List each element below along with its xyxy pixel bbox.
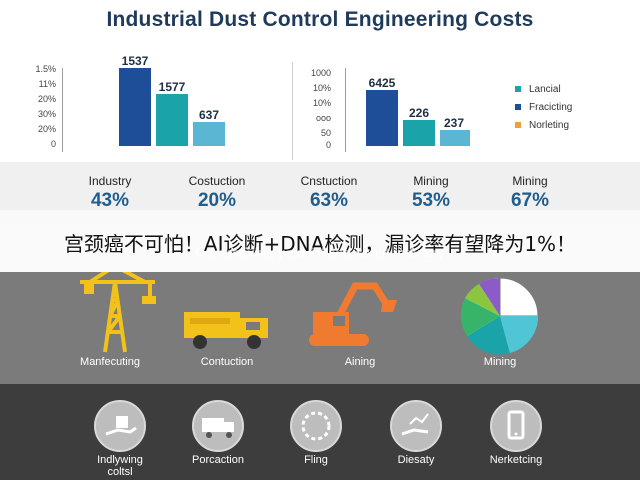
stat-construction: Costuction 20%	[162, 174, 272, 212]
bar-1	[119, 68, 151, 146]
bar-label-2: 1577	[158, 80, 186, 94]
y-tick: 1000	[310, 68, 331, 78]
y-axis	[62, 68, 63, 152]
legend-item: Norleting	[515, 119, 572, 131]
industry-label: Aining	[344, 356, 376, 368]
stat-value: 20%	[197, 190, 237, 211]
stat-industry: Industry 43%	[55, 174, 165, 212]
legend-label: Fracicting	[529, 101, 573, 113]
chart-legend: Lancial Fracicting Norleting	[515, 84, 572, 138]
category-label: Porcaction	[192, 454, 244, 466]
bar-2	[403, 120, 435, 146]
bar-label-3: 637	[198, 108, 220, 122]
bar-label-1: 6425	[368, 76, 396, 90]
stat-construction-2: Cnstuction 63%	[274, 174, 384, 212]
y-tick: 0	[325, 140, 331, 150]
stat-mining: Mining 53%	[376, 174, 486, 212]
phone-icon	[490, 400, 542, 452]
crane-icon	[80, 272, 156, 353]
y-tick: 10%	[312, 83, 331, 93]
truck-icon	[184, 312, 268, 349]
stat-label: Industry	[88, 174, 132, 188]
industry-section: Manfecuting Contuction Aining Mining	[0, 272, 640, 384]
y-tick: ooo	[315, 113, 331, 123]
excavator-icon	[309, 282, 397, 346]
gear-ring-icon	[290, 400, 342, 452]
right-bar-chart: 1000 10% 10% ooo 50 0 6425 226 237	[305, 60, 625, 160]
bar-1	[366, 90, 398, 146]
categories-section: Indlywing coltsl Porcaction Fling Diesat…	[0, 384, 640, 480]
pie-chart-icon	[460, 277, 539, 355]
legend-item: Fracicting	[515, 101, 573, 113]
category-label: Nerketcing	[489, 454, 543, 466]
chart-divider	[292, 62, 293, 160]
stat-label: Mining	[512, 174, 548, 188]
category-label: Diesaty	[397, 454, 435, 466]
truck-icon	[192, 400, 244, 452]
legend-swatch	[515, 104, 521, 110]
banner-text: 宫颈癌不可怕！AI诊断+DNA检测，漏诊率有望降为1%！	[63, 232, 577, 256]
y-tick: 20%	[37, 124, 56, 134]
left-bar-chart: 1.5% 11% 20% 30% 20% 0 1537 1577 637	[35, 54, 280, 160]
section-subtitle: Competiving your fal and coost industry	[195, 245, 445, 260]
y-axis	[345, 68, 346, 152]
y-tick: 30%	[37, 109, 56, 119]
legend-swatch	[515, 122, 521, 128]
legend-item: Lancial	[515, 83, 572, 95]
hand-chart-icon	[390, 400, 442, 452]
stat-mining-2: Mining 67%	[475, 174, 585, 212]
y-tick: 0	[50, 139, 56, 149]
bar-3	[440, 130, 470, 146]
industry-label: Manfecuting	[80, 356, 140, 368]
stat-value: 67%	[510, 190, 550, 211]
category-label: Indlywing coltsl	[97, 454, 143, 478]
page-title: Industrial Dust Control Engineering Cost…	[106, 8, 534, 31]
stat-label: Mining	[413, 174, 449, 188]
bar-2	[156, 94, 188, 146]
stat-label: Costuction	[188, 174, 246, 188]
stat-value: 63%	[309, 190, 349, 211]
y-tick: 20%	[37, 94, 56, 104]
y-tick: 1.5%	[35, 64, 56, 74]
industry-label: Contuction	[200, 356, 254, 368]
legend-swatch	[515, 86, 521, 92]
stat-label: Cnstuction	[300, 174, 358, 188]
banner-overlay: 宫颈癌不可怕！AI诊断+DNA检测，漏诊率有望降为1%！	[0, 210, 640, 272]
bar-label-3: 237	[443, 116, 465, 130]
bar-3	[193, 122, 225, 146]
stat-value: 43%	[90, 190, 130, 211]
bar-label-1: 1537	[121, 54, 149, 68]
hand-box-icon	[94, 400, 146, 452]
industry-label: Mining	[483, 356, 517, 368]
y-tick: 10%	[312, 98, 331, 108]
legend-label: Norleting	[529, 119, 570, 131]
y-tick: 50	[320, 128, 331, 138]
legend-label: Lancial	[529, 83, 561, 95]
bar-label-2: 226	[408, 106, 430, 120]
y-tick: 11%	[38, 79, 56, 89]
stat-value: 53%	[411, 190, 451, 211]
category-label: Fling	[304, 454, 328, 466]
